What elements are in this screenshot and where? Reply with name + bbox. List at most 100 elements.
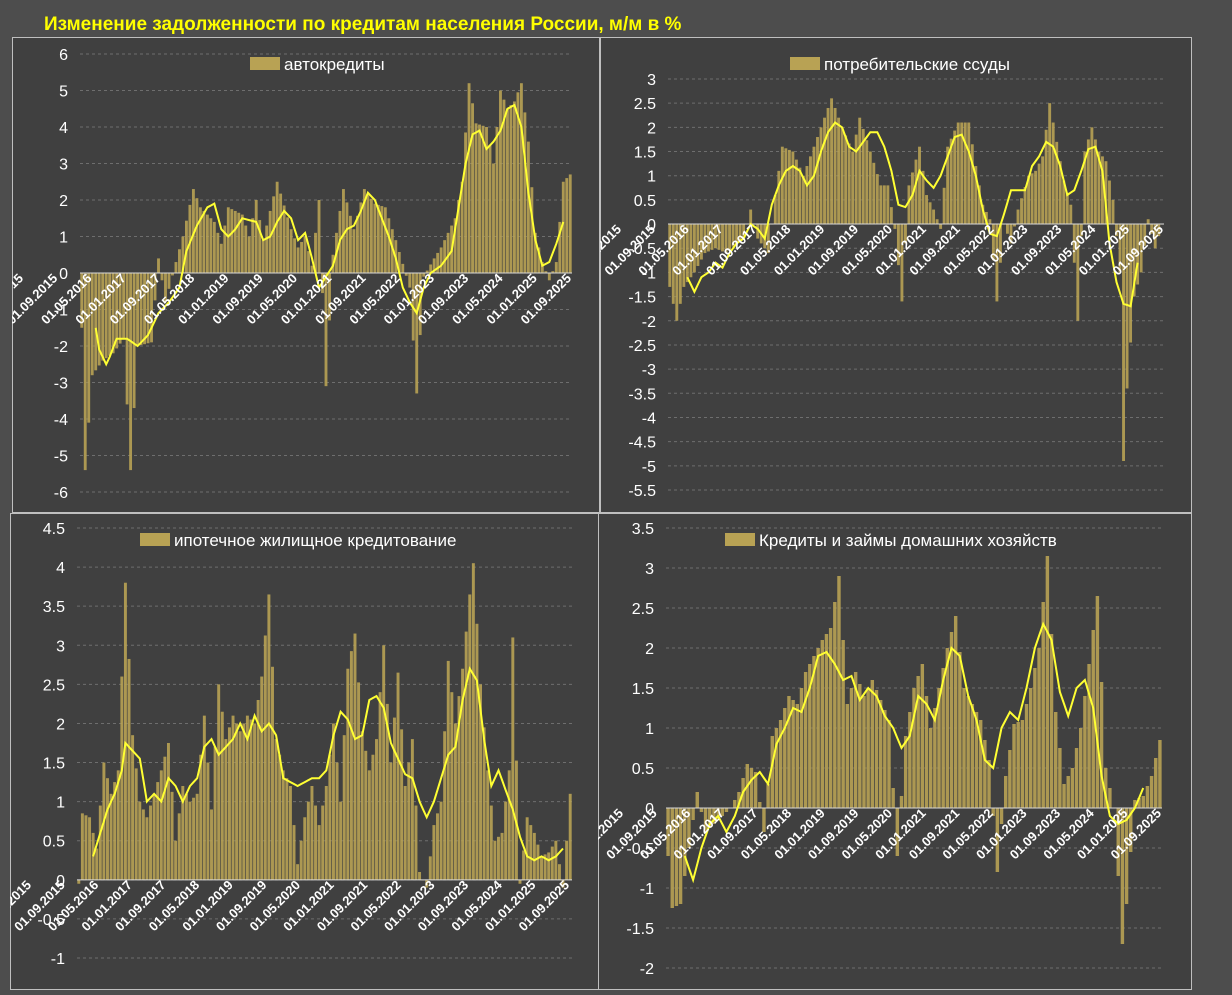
bar	[1058, 748, 1062, 808]
bar	[903, 736, 908, 808]
bar	[939, 224, 943, 229]
y-tick-label: 4.5	[43, 521, 65, 538]
bar	[380, 206, 384, 273]
bar	[282, 205, 286, 273]
bar	[432, 825, 436, 880]
bar	[131, 735, 135, 880]
bar	[699, 224, 703, 260]
bar	[858, 117, 862, 225]
bar	[988, 219, 992, 225]
bar	[367, 770, 371, 880]
bar	[928, 202, 932, 225]
bar	[862, 696, 866, 808]
bar	[1137, 798, 1141, 808]
bar	[400, 729, 404, 880]
bar	[668, 224, 672, 287]
bar	[766, 784, 770, 808]
y-tick-label: 1.5	[43, 756, 65, 773]
bar	[446, 232, 450, 273]
bar	[1062, 784, 1066, 808]
bar	[1141, 796, 1145, 808]
bar	[383, 207, 387, 273]
bar	[174, 262, 178, 273]
bar	[418, 872, 422, 880]
bar	[844, 135, 848, 225]
bar	[714, 224, 717, 249]
bar	[568, 174, 572, 273]
bar	[720, 808, 724, 816]
bar	[853, 672, 858, 808]
bar	[493, 840, 497, 880]
bar	[317, 825, 321, 880]
bar	[878, 700, 883, 808]
bar	[783, 708, 787, 808]
y-tick-label: 1	[647, 169, 656, 186]
bar	[249, 719, 253, 880]
bar	[540, 262, 544, 273]
bar	[310, 265, 314, 273]
bar	[422, 273, 426, 277]
legend-swatch	[790, 57, 820, 70]
bar	[1150, 224, 1154, 234]
chart-frame	[10, 513, 600, 990]
y-tick-label: -0.5	[626, 841, 654, 858]
bar	[874, 690, 879, 808]
bar	[275, 181, 279, 273]
bar	[558, 221, 562, 273]
bar	[364, 750, 368, 880]
bar	[733, 800, 737, 808]
bar	[467, 83, 471, 273]
bar	[1108, 180, 1111, 225]
bar	[306, 801, 310, 880]
bar	[766, 224, 770, 254]
bar	[1065, 192, 1069, 225]
bar	[296, 247, 300, 273]
bar	[816, 648, 820, 808]
bar	[375, 739, 378, 880]
bar	[242, 723, 246, 880]
bar	[956, 122, 960, 225]
bar	[960, 122, 964, 225]
bar	[568, 793, 572, 880]
bar	[90, 273, 94, 376]
bar	[471, 103, 474, 274]
bar	[537, 247, 541, 273]
bar	[129, 273, 133, 471]
bar	[904, 224, 907, 244]
bar	[153, 273, 157, 301]
bar	[703, 808, 708, 832]
bar	[872, 162, 876, 225]
bar	[450, 692, 454, 880]
bar	[1158, 740, 1162, 808]
bar	[403, 786, 407, 880]
bar	[235, 723, 239, 880]
bar	[728, 224, 732, 250]
bar	[1153, 224, 1157, 249]
bar	[977, 185, 981, 225]
bar	[464, 631, 468, 880]
bar	[251, 218, 255, 273]
bar	[373, 203, 377, 273]
bar	[1013, 224, 1016, 227]
bar	[928, 728, 933, 808]
chart-frame	[600, 37, 1192, 513]
bar	[227, 727, 231, 880]
y-tick-label: 3	[56, 638, 65, 655]
bar	[674, 808, 679, 906]
bar	[353, 633, 357, 880]
bar	[457, 200, 461, 273]
bar	[554, 840, 558, 880]
bar	[279, 193, 283, 273]
bar	[883, 710, 887, 808]
bar	[359, 202, 363, 273]
bar	[1090, 127, 1094, 225]
bar	[995, 808, 1000, 872]
bar	[166, 743, 170, 880]
y-tick-label: 2	[647, 120, 656, 137]
bar	[889, 207, 893, 225]
bar	[1083, 151, 1087, 225]
bar	[464, 132, 468, 273]
bar	[1054, 712, 1058, 808]
bar	[404, 273, 408, 276]
bar	[184, 220, 188, 273]
